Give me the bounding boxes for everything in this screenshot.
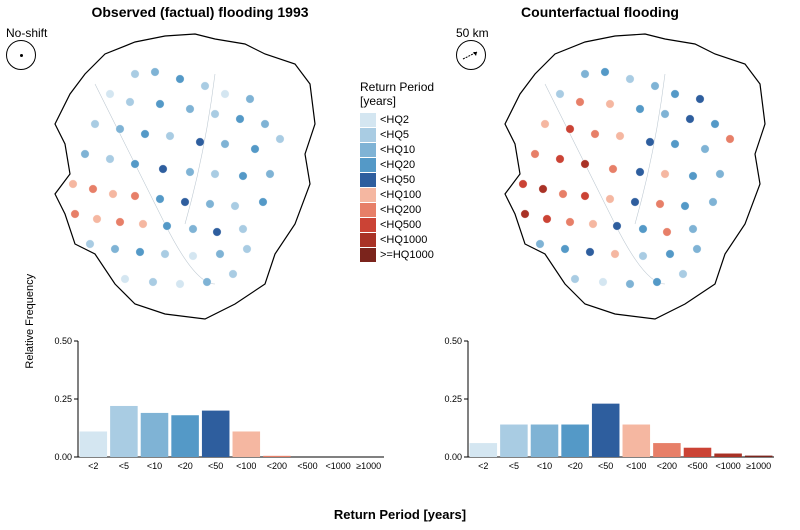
svg-text:0.25: 0.25: [54, 394, 72, 404]
left-chart: Relative Frequency 0.000.250.50<2<5<10<2…: [40, 335, 390, 485]
legend-title-1: Return Period: [360, 80, 434, 94]
legend-row: <HQ10: [360, 143, 434, 157]
xlabel: Return Period [years]: [0, 507, 800, 522]
legend-row: <HQ500: [360, 218, 434, 232]
legend-label: <HQ1000: [380, 234, 427, 246]
right-chart-svg: 0.00 0.25 0.50 <2 <5 <10 <20 <50 <100 <200 <500 <10…: [430, 335, 780, 485]
left-map-svg: [0, 24, 330, 324]
legend-row: <HQ50: [360, 173, 434, 187]
svg-text:<5: <5: [509, 461, 519, 471]
ylabel-left: Relative Frequency: [24, 274, 36, 369]
legend-swatch: [360, 113, 376, 127]
svg-text:≥1000: ≥1000: [746, 461, 771, 471]
svg-text:0.50: 0.50: [444, 336, 462, 346]
svg-text:<100: <100: [626, 461, 646, 471]
legend-swatch: [360, 248, 376, 262]
legend-row: <HQ100: [360, 188, 434, 202]
legend-row: <HQ200: [360, 203, 434, 217]
svg-text:<500: <500: [687, 461, 707, 471]
legend-label: <HQ500: [380, 219, 421, 231]
legend-row: <HQ1000: [360, 233, 434, 247]
left-title: Observed (factual) flooding 1993: [0, 4, 400, 20]
legend-label: >=HQ1000: [380, 249, 434, 261]
legend-label: <HQ5: [380, 129, 409, 141]
svg-text:<2: <2: [88, 461, 98, 471]
left-chart-svg: 0.00 0.25 0.50 <2 <5 <10 <20 <50 <100 <200 <500 <10…: [40, 335, 390, 485]
legend: Return Period[years] <HQ2 <HQ5 <HQ10 <HQ20 <…: [360, 80, 434, 263]
legend-swatch: [360, 173, 376, 187]
svg-text:≥1000: ≥1000: [356, 461, 381, 471]
legend-row: <HQ5: [360, 128, 434, 142]
legend-row: <HQ2: [360, 113, 434, 127]
legend-swatch: [360, 188, 376, 202]
svg-text:0.50: 0.50: [54, 336, 72, 346]
shift50-label: 50 km: [456, 26, 489, 40]
svg-text:<5: <5: [119, 461, 129, 471]
svg-text:0.00: 0.00: [54, 452, 72, 462]
svg-text:0.25: 0.25: [444, 394, 462, 404]
legend-swatch: [360, 128, 376, 142]
legend-row: <HQ20: [360, 158, 434, 172]
legend-label: <HQ200: [380, 204, 421, 216]
legend-label: <HQ100: [380, 189, 421, 201]
right-chart: 0.00 0.25 0.50 <2 <5 <10 <20 <50 <100 <200 <500 <10…: [430, 335, 780, 485]
svg-text:<10: <10: [537, 461, 552, 471]
svg-text:<500: <500: [297, 461, 317, 471]
legend-title-2: [years]: [360, 94, 396, 108]
noshift-icon: [6, 40, 36, 70]
legend-swatch: [360, 143, 376, 157]
svg-text:<2: <2: [478, 461, 488, 471]
svg-text:<200: <200: [267, 461, 287, 471]
svg-text:<20: <20: [567, 461, 582, 471]
shift50-icon: [456, 40, 486, 70]
svg-text:<1000: <1000: [325, 461, 350, 471]
svg-text:<20: <20: [177, 461, 192, 471]
svg-text:<100: <100: [236, 461, 256, 471]
legend-row: >=HQ1000: [360, 248, 434, 262]
legend-swatch: [360, 233, 376, 247]
noshift-label: No-shift: [6, 26, 47, 40]
legend-label: <HQ10: [380, 144, 415, 156]
legend-swatch: [360, 158, 376, 172]
right-map-svg: [450, 24, 780, 324]
legend-swatch: [360, 218, 376, 232]
legend-label: <HQ2: [380, 114, 409, 126]
svg-text:<200: <200: [657, 461, 677, 471]
svg-text:<50: <50: [208, 461, 223, 471]
legend-swatch: [360, 203, 376, 217]
legend-label: <HQ50: [380, 174, 415, 186]
svg-text:0.00: 0.00: [444, 452, 462, 462]
right-title: Counterfactual flooding: [400, 4, 800, 20]
left-map: No-shift: [0, 24, 330, 324]
svg-text:<10: <10: [147, 461, 162, 471]
right-map: 50 km: [450, 24, 780, 324]
svg-text:<1000: <1000: [715, 461, 740, 471]
legend-label: <HQ20: [380, 159, 415, 171]
svg-text:<50: <50: [598, 461, 613, 471]
